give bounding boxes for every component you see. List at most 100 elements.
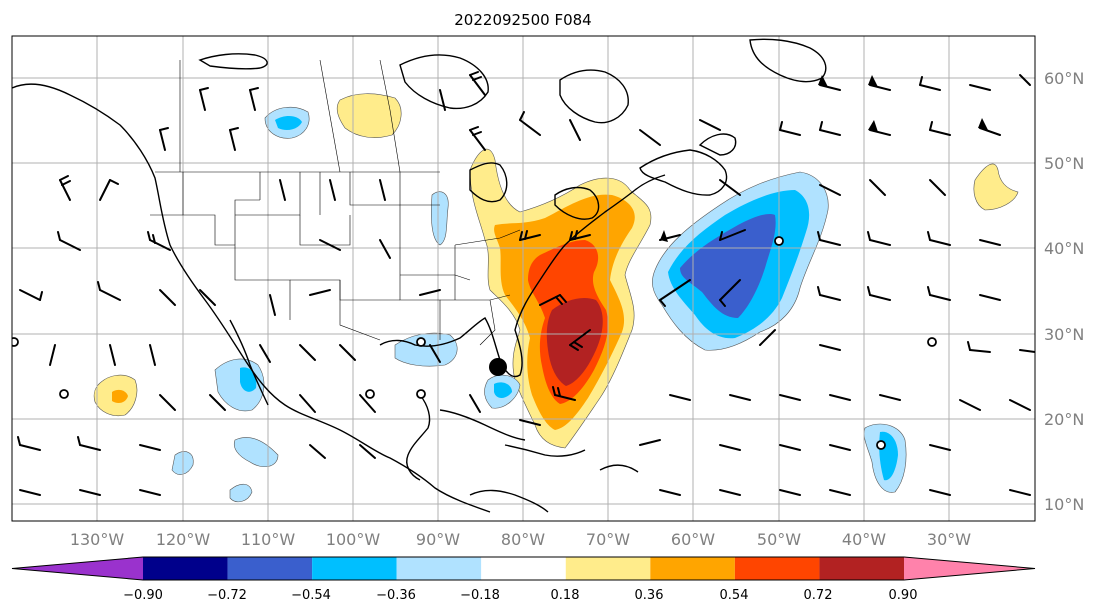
lon-label: 80°W bbox=[501, 530, 545, 549]
calm-circle bbox=[365, 389, 375, 399]
wind-barb bbox=[929, 444, 951, 451]
wind-barb bbox=[429, 344, 441, 363]
calm-circle bbox=[12, 337, 19, 347]
negative-anomaly-nw-core bbox=[275, 116, 302, 130]
colorbar-tick-label: 0.90 bbox=[889, 588, 918, 603]
colorbar-extension-high bbox=[904, 557, 1035, 580]
wind-barb bbox=[759, 329, 776, 346]
wind-barb bbox=[419, 289, 441, 296]
colorbar-tick-label: −0.18 bbox=[460, 588, 500, 603]
lon-label: 30°W bbox=[927, 530, 971, 549]
wind-barb bbox=[159, 289, 176, 306]
wind-barb bbox=[57, 231, 81, 251]
lon-label: 60°W bbox=[671, 530, 715, 549]
colorbar-extension-low bbox=[12, 557, 143, 580]
wind-barb bbox=[929, 121, 951, 136]
wind-barb bbox=[469, 71, 486, 96]
negative-anomaly-mexico-core bbox=[240, 367, 257, 392]
lat-label: 60°N bbox=[1044, 69, 1084, 88]
lon-label: 110°W bbox=[241, 530, 296, 549]
colorbar-segments bbox=[11, 556, 1036, 581]
wind-barb bbox=[139, 444, 161, 451]
wind-barb bbox=[869, 179, 886, 196]
colorbar-tick-label: 0.72 bbox=[804, 588, 833, 603]
wind-barb bbox=[818, 75, 841, 91]
state-borders bbox=[150, 59, 521, 346]
colorbar-tick-label: 0.54 bbox=[720, 588, 749, 603]
wind-barb bbox=[469, 126, 486, 151]
shaded-fields bbox=[93, 93, 1019, 503]
wind-barb bbox=[867, 286, 891, 301]
negative-anomaly-pacific-south3 bbox=[229, 483, 253, 503]
calm-circle bbox=[774, 236, 784, 246]
wind-barb bbox=[159, 127, 169, 151]
wind-barb bbox=[779, 121, 801, 136]
wind-barb bbox=[978, 118, 1001, 136]
wind-barb bbox=[729, 394, 751, 401]
wind-barb bbox=[379, 179, 386, 201]
negative-anomaly-atlantic-core bbox=[680, 214, 776, 318]
wind-barb bbox=[49, 344, 56, 366]
lon-label: 40°W bbox=[842, 530, 886, 549]
lat-label: 10°N bbox=[1044, 495, 1084, 514]
colorbar-segment bbox=[565, 557, 651, 580]
wind-barb bbox=[979, 294, 1001, 301]
lon-label: 100°W bbox=[326, 530, 381, 549]
wind-barb bbox=[339, 344, 356, 361]
wind-barb bbox=[719, 229, 746, 241]
calm-markers bbox=[12, 236, 937, 450]
colorbar-tick-label: −0.54 bbox=[291, 588, 331, 603]
positive-anomaly-midatlantic bbox=[973, 163, 1019, 211]
wind-barb bbox=[79, 489, 101, 496]
colorbar-tick-label: −0.90 bbox=[123, 588, 163, 603]
wind-barb bbox=[99, 179, 119, 201]
wind-barb bbox=[1009, 489, 1031, 496]
colorbar-tick-label: −0.36 bbox=[376, 588, 416, 603]
wind-barb bbox=[929, 489, 951, 496]
wind-barb bbox=[868, 120, 891, 136]
wind-barb bbox=[719, 444, 741, 451]
wind-barb bbox=[469, 394, 481, 413]
lon-label: 70°W bbox=[586, 530, 630, 549]
colorbar-segment bbox=[481, 557, 566, 580]
map-title: 2022092500 F084 bbox=[454, 11, 591, 29]
colorbar-tick-label: 0.18 bbox=[551, 588, 580, 603]
wind-barb bbox=[17, 436, 41, 451]
wind-barb bbox=[719, 279, 741, 307]
wind-barb bbox=[659, 279, 691, 307]
wind-barb bbox=[77, 436, 101, 451]
wind-barb bbox=[817, 231, 841, 246]
storm-center-dot bbox=[489, 358, 507, 376]
wind-barb bbox=[779, 489, 801, 496]
wind-barb bbox=[19, 289, 43, 301]
colorbar-tick-label: −0.72 bbox=[207, 588, 247, 603]
wind-barb bbox=[359, 394, 376, 413]
wind-barb bbox=[1019, 349, 1035, 353]
wind-barb bbox=[779, 394, 801, 401]
wind-barb bbox=[1019, 74, 1031, 86]
wind-barb bbox=[1009, 399, 1031, 411]
lon-label: 90°W bbox=[416, 530, 460, 549]
wind-barb bbox=[669, 394, 691, 401]
wind-barb bbox=[359, 444, 376, 459]
wind-barb bbox=[879, 394, 901, 401]
wind-barb bbox=[279, 179, 286, 201]
wind-barb bbox=[97, 281, 121, 301]
wind-barb bbox=[819, 184, 841, 196]
wind-barb bbox=[867, 231, 891, 246]
colorbar-segment bbox=[227, 557, 313, 580]
lat-label: 30°N bbox=[1044, 325, 1084, 344]
lat-label: 40°N bbox=[1044, 239, 1084, 258]
wind-barb bbox=[699, 119, 721, 131]
colorbar-segment bbox=[396, 557, 482, 580]
wind-barb bbox=[309, 289, 331, 296]
colorbar: −0.90 −0.72 −0.54 −0.36 −0.18 0.18 0.36 … bbox=[11, 556, 1036, 603]
wind-barb bbox=[519, 111, 541, 136]
wind-barb bbox=[829, 394, 851, 401]
wind-barb bbox=[659, 489, 681, 496]
colorbar-segment bbox=[734, 557, 820, 580]
calm-circle bbox=[416, 337, 426, 347]
lon-label: 130°W bbox=[70, 530, 125, 549]
colorbar-segment bbox=[143, 557, 228, 580]
